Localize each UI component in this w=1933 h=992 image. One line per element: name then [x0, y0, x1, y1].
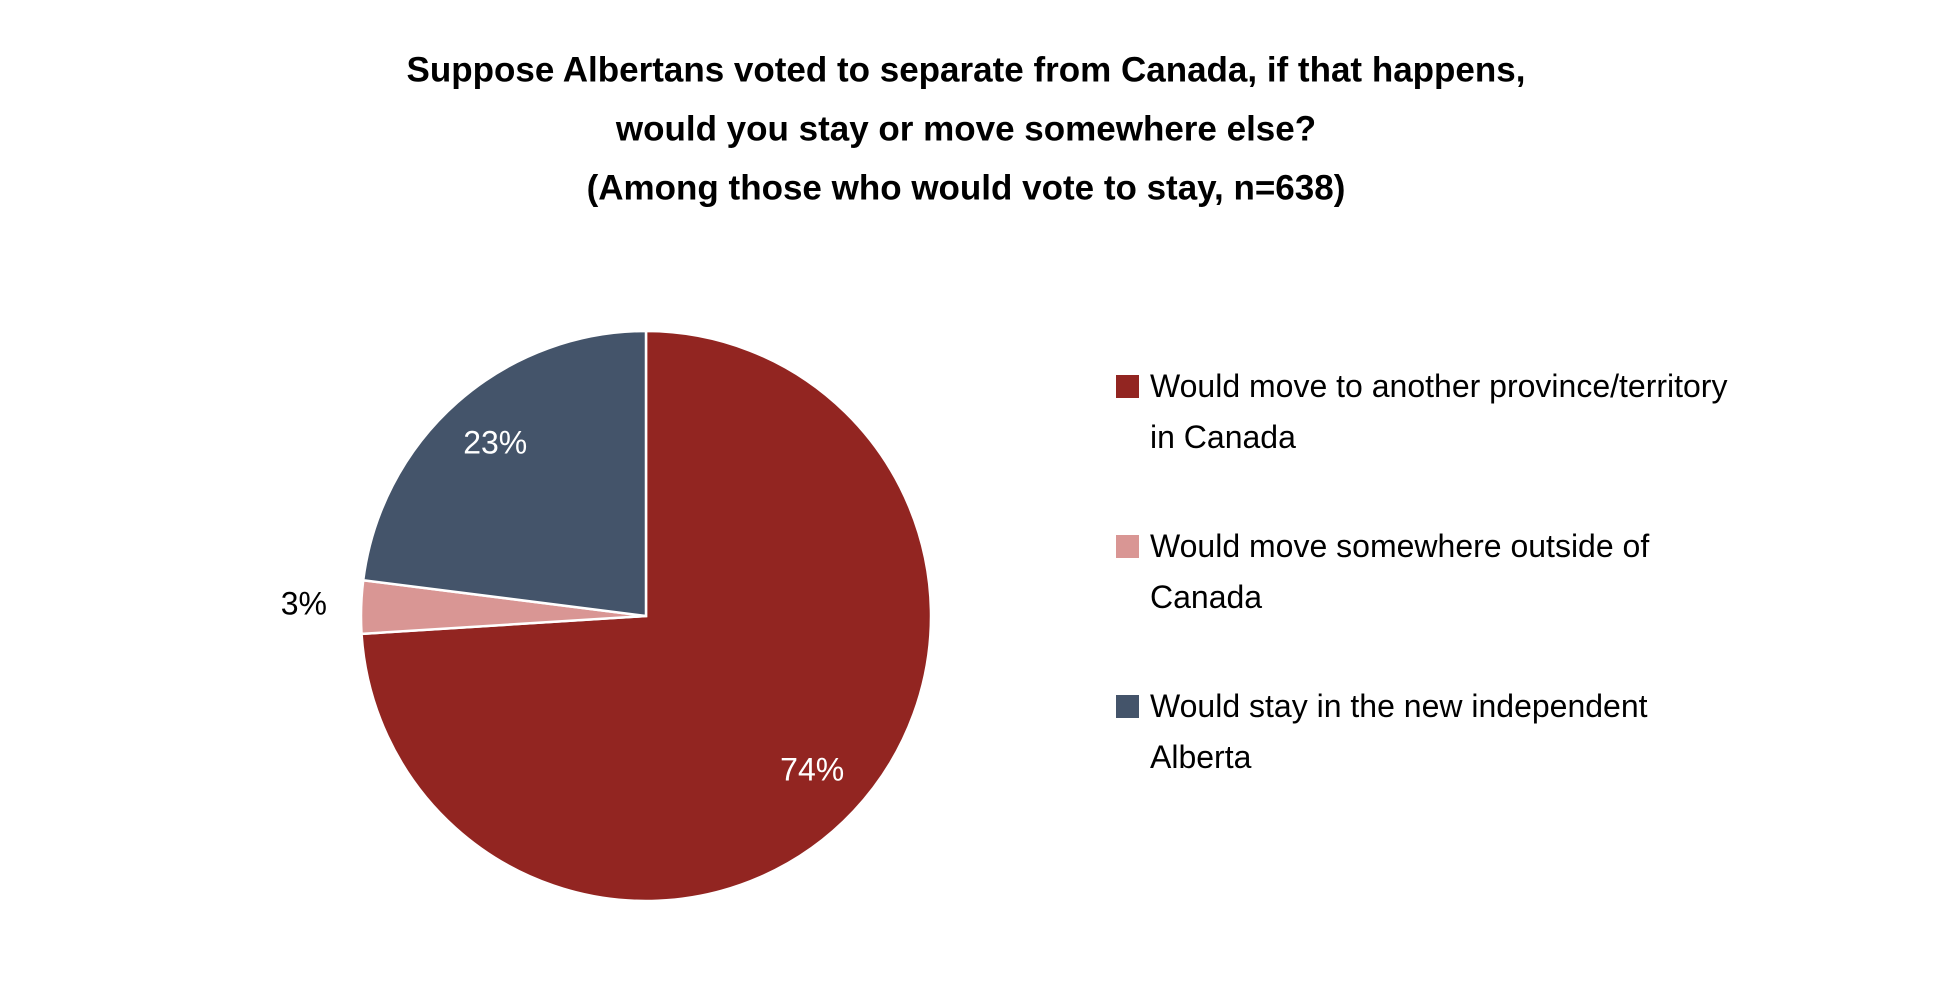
legend-label: Would move to another province/territory…	[1150, 368, 1728, 455]
chart-title: would you stay or move somewhere else?	[615, 109, 1316, 148]
data-label: 23%	[463, 424, 527, 460]
legend-item: Would move somewhere outside of Canada	[1116, 521, 1742, 623]
legend-item: Would stay in the new independent Albert…	[1116, 681, 1742, 783]
data-label: 74%	[780, 752, 844, 788]
chart-title: (Among those who would vote to stay, n=6…	[587, 168, 1346, 207]
legend-item: Would move to another province/territory…	[1116, 361, 1742, 463]
pie-slice	[361, 329, 648, 618]
legend-swatch	[1116, 535, 1139, 558]
legend-swatch	[1116, 695, 1139, 718]
chart-title: Suppose Albertans voted to separate from…	[407, 50, 1526, 89]
legend-swatch	[1116, 375, 1139, 398]
legend-label: Would move somewhere outside of Canada	[1150, 528, 1650, 615]
legend-label: Would stay in the new independent Albert…	[1150, 688, 1648, 775]
data-label: 3%	[281, 585, 327, 621]
